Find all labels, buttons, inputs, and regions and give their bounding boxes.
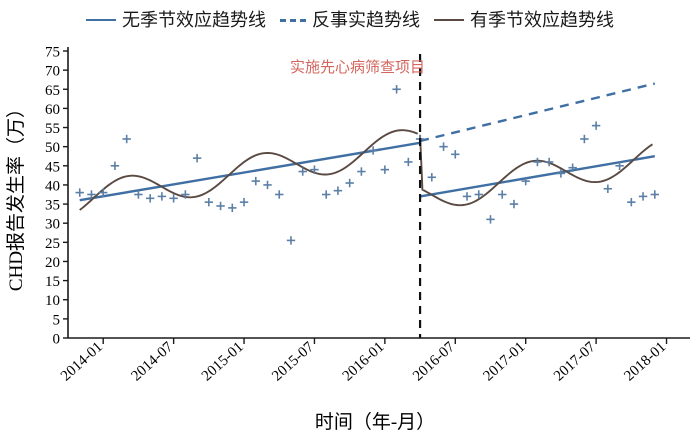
data-point [650, 190, 659, 199]
x-tick-label: 2016-01 [340, 339, 388, 384]
y-tick-label: 25 [45, 236, 60, 252]
data-point [110, 161, 120, 170]
y-tick-label: 55 [45, 121, 60, 137]
legend-item-counterfactual-trend[interactable]: 反事实趋势线 [280, 11, 420, 29]
y-tick-label: 10 [45, 293, 60, 309]
x-tick-label: 2016-07 [410, 339, 458, 385]
data-point [357, 167, 366, 176]
data-point [603, 184, 613, 193]
data-point [638, 192, 648, 201]
data-point [392, 85, 401, 94]
chart-legend: 无季节效应趋势线 反事实趋势线 有季节效应趋势线 [0, 6, 700, 34]
data-point [263, 180, 272, 190]
series-layer [79, 82, 656, 211]
data-point [615, 161, 624, 170]
seasonal-trend-path [419, 134, 653, 207]
legend-swatch-solid-blue [86, 19, 116, 21]
x-tick-label: 2018-01 [621, 339, 669, 384]
x-axis: 2014-01 2014-07 2015-01 2015-07 2016-01 2016-… [58, 337, 690, 385]
data-point [169, 194, 178, 203]
y-tick-label: 45 [45, 159, 60, 175]
data-point [462, 192, 472, 201]
data-point [181, 190, 190, 199]
data-point [368, 146, 378, 155]
legend-item-seasonal-trend[interactable]: 有季节效应趋势线 [434, 11, 614, 29]
legend-swatch-solid-brown [434, 19, 464, 21]
y-tick-label: 5 [53, 312, 61, 328]
data-point [310, 165, 319, 174]
data-point [451, 150, 460, 159]
data-point [275, 190, 284, 199]
data-point [568, 163, 577, 172]
legend-label-seasonal-trend: 有季节效应趋势线 [470, 10, 614, 30]
data-point [99, 188, 108, 197]
data-point [345, 178, 354, 188]
data-point [404, 157, 413, 167]
data-point [580, 134, 589, 144]
data-point [474, 190, 483, 199]
x-tick-label: 2015-01 [199, 339, 247, 384]
data-point [75, 188, 84, 197]
trend-line-无季节效应趋势线 [79, 141, 421, 202]
data-point [251, 176, 260, 186]
data-point [239, 197, 249, 207]
data-point [157, 192, 167, 201]
data-point [286, 236, 296, 245]
y-axis: 0 5 10 15 20 25 30 35 40 45 50 55 60 65 70 75 [45, 45, 69, 348]
x-tick-label: 2015-07 [269, 339, 317, 385]
data-point [544, 157, 554, 167]
data-point [439, 142, 448, 151]
data-point [228, 203, 237, 213]
legend-swatch-dashed-blue [280, 18, 306, 22]
x-tick-label: 2017-07 [551, 339, 599, 385]
data-point [627, 197, 636, 207]
data-point [145, 194, 155, 203]
y-tick-label: 75 [45, 45, 60, 61]
y-tick-label: 15 [45, 274, 60, 290]
legend-item-no-seasonal-trend[interactable]: 无季节效应趋势线 [86, 11, 266, 29]
data-point [427, 173, 437, 182]
x-tick-label: 2017-01 [481, 339, 529, 384]
y-tick-label: 60 [45, 102, 60, 118]
y-axis-title: CHD报告发生率（万） [5, 99, 27, 291]
data-point [204, 197, 214, 207]
data-points-layer [75, 85, 659, 245]
data-point [556, 169, 566, 178]
data-point [498, 190, 507, 199]
y-tick-label: 70 [45, 64, 60, 80]
data-point [298, 167, 307, 176]
data-point [321, 190, 331, 199]
data-point [216, 201, 225, 211]
x-axis-title: 时间（年-月） [315, 411, 435, 433]
trend-line-无季节效应趋势线 [419, 155, 655, 198]
y-tick-label: 0 [53, 332, 61, 348]
y-tick-label: 65 [45, 83, 60, 99]
data-point [533, 157, 542, 167]
data-point [122, 134, 131, 144]
x-tick-label: 2014-01 [58, 339, 106, 384]
y-tick-label: 20 [45, 255, 60, 271]
data-point [380, 165, 390, 174]
trend-line-反事实趋势线 [419, 82, 656, 143]
data-point [486, 215, 495, 224]
data-point [192, 153, 202, 163]
data-point [521, 176, 530, 186]
y-tick-label: 30 [45, 217, 60, 233]
y-tick-label: 50 [45, 140, 60, 156]
data-point [509, 199, 519, 209]
intervention-annotation-label: 实施先心病筛查项目 [290, 59, 425, 76]
y-tick-label: 35 [45, 198, 60, 214]
seasonal-trend-path [79, 129, 419, 211]
y-tick-label: 40 [45, 178, 60, 194]
x-tick-label: 2014-07 [128, 339, 176, 385]
data-point [134, 190, 143, 199]
data-point [87, 190, 96, 199]
legend-label-no-seasonal-trend: 无季节效应趋势线 [122, 10, 266, 30]
data-point [591, 121, 601, 130]
legend-label-counterfactual-trend: 反事实趋势线 [312, 10, 420, 30]
data-point [333, 186, 343, 195]
